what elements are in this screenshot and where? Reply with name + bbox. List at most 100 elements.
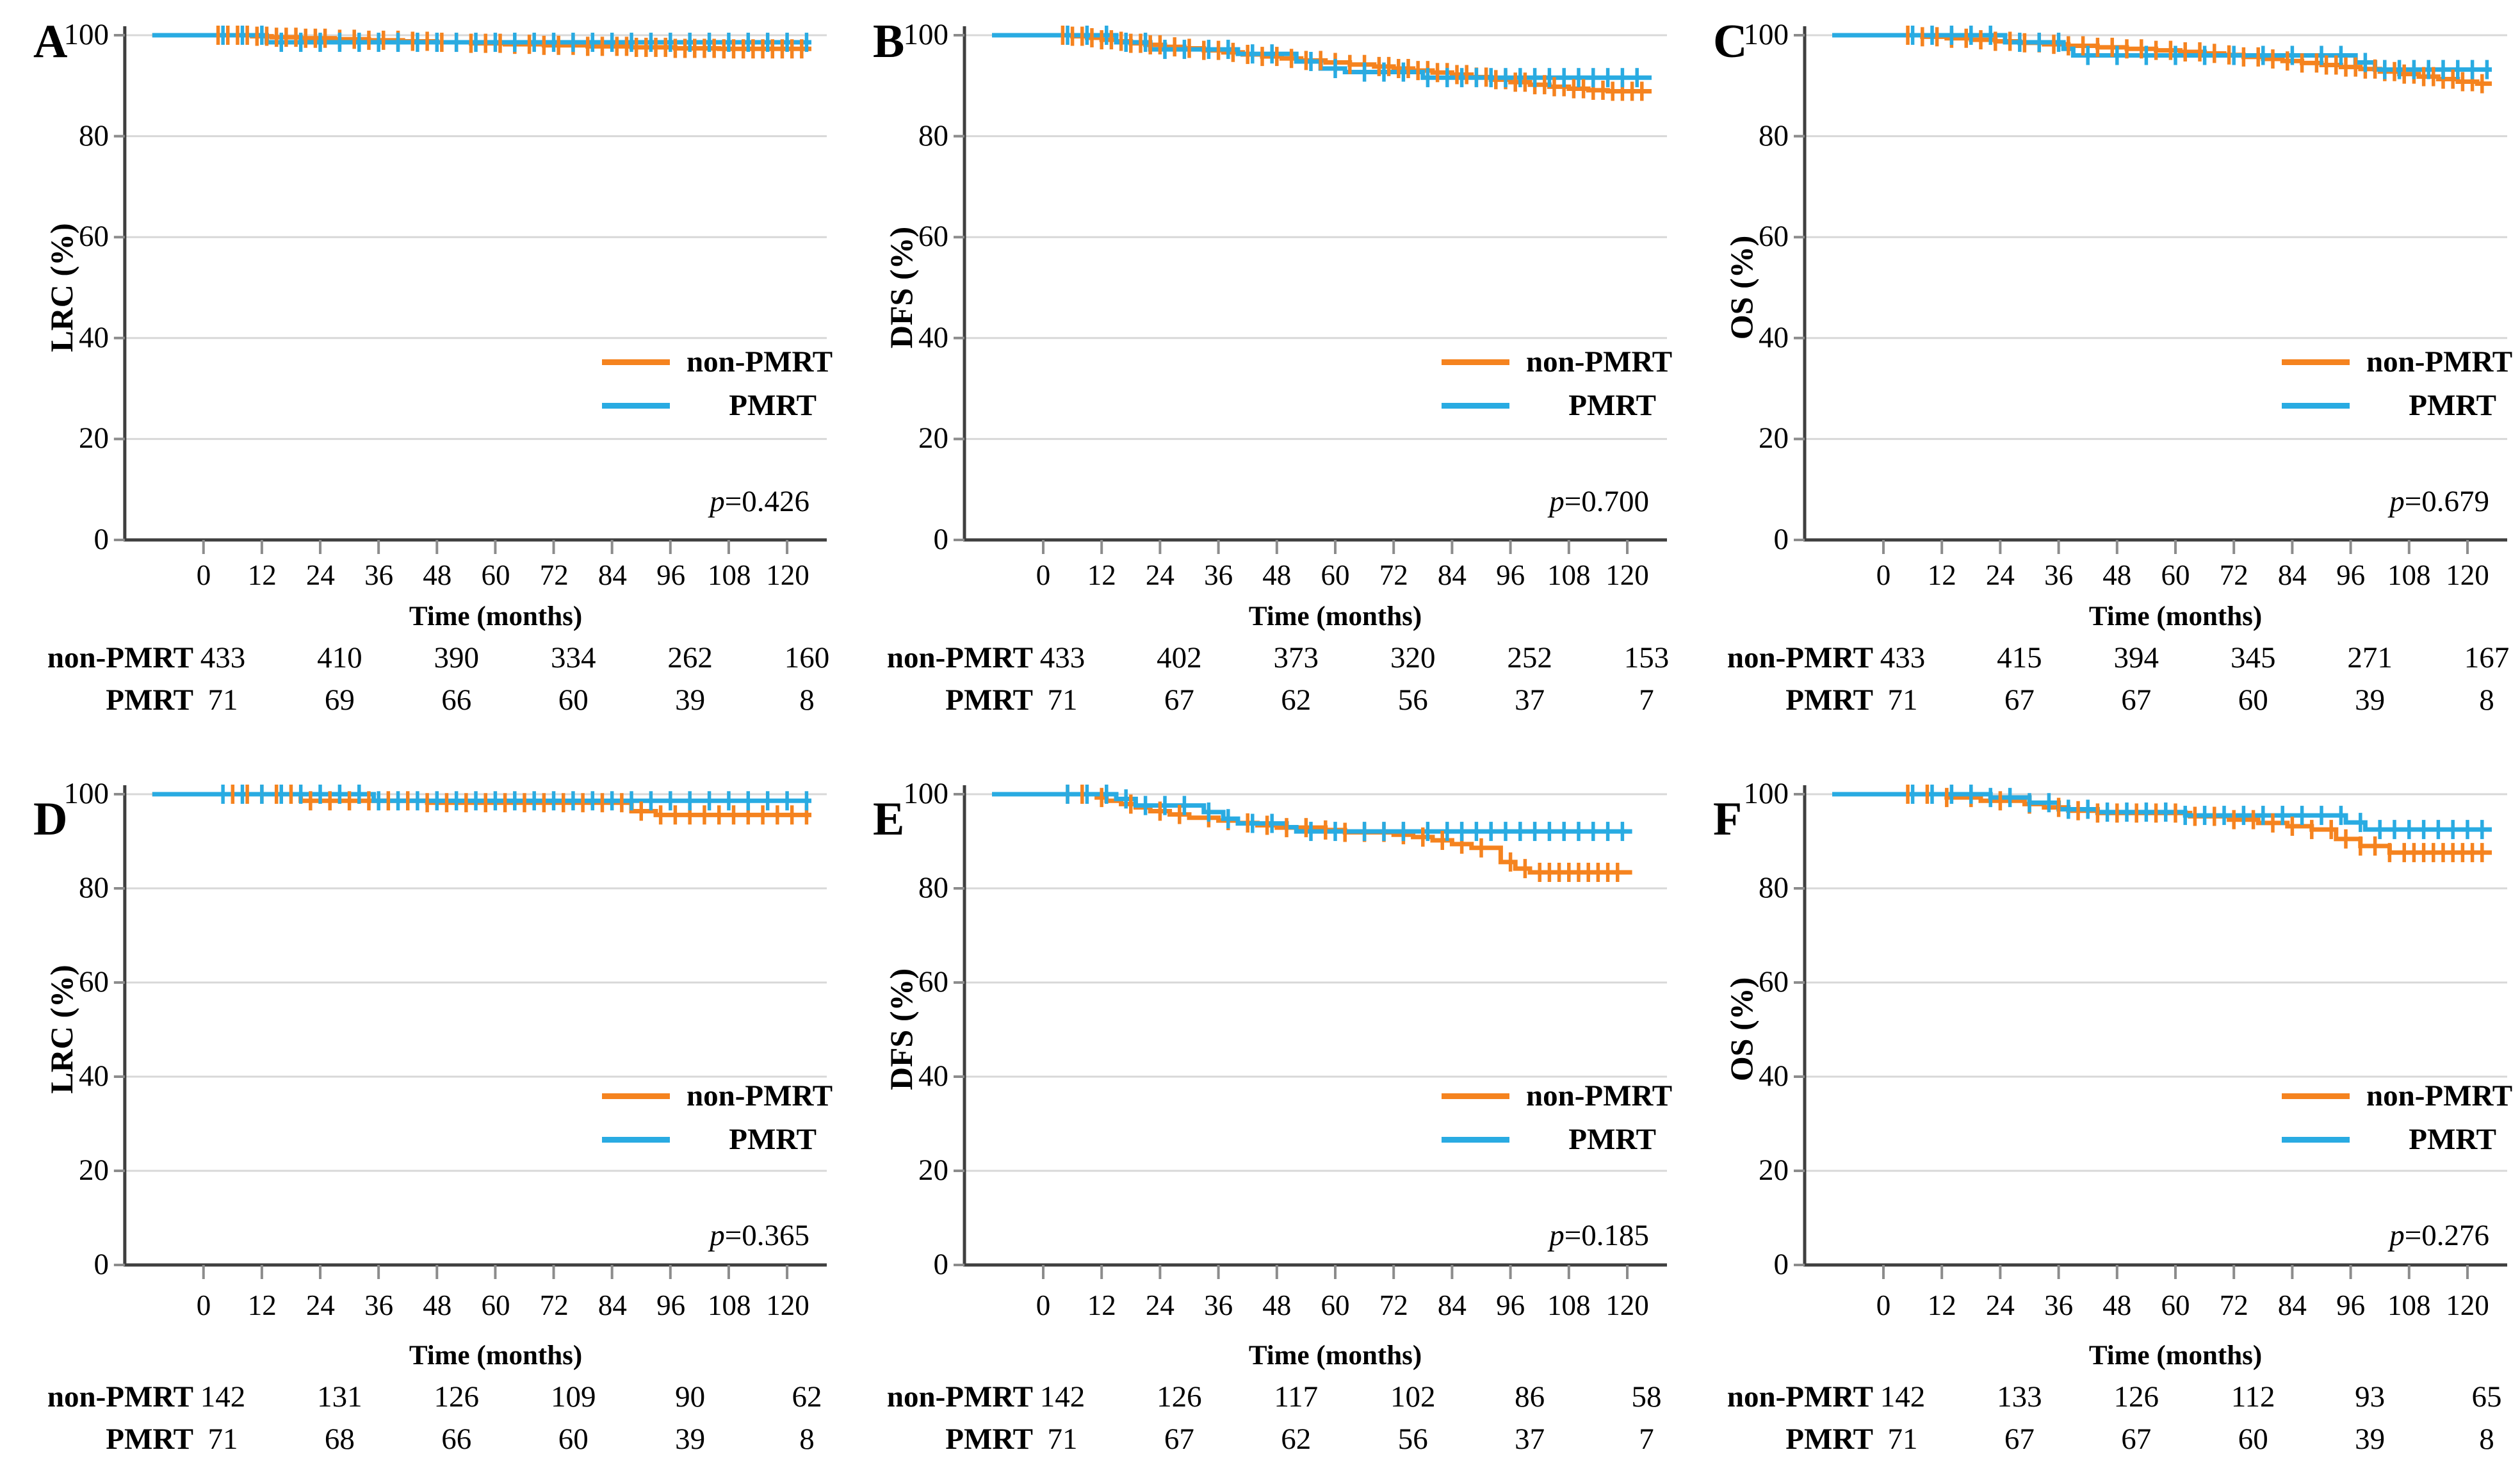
panel-C: C OS (%) non-PMRT PMRT p=0.679 Time (mon…	[1680, 0, 2520, 734]
x-tick-label: 24	[1145, 1289, 1175, 1321]
x-tick-label: 0	[196, 1289, 211, 1321]
x-tick-label: 12	[1927, 559, 1956, 591]
x-tick-label: 48	[2102, 1289, 2132, 1321]
risk-count-non-pmrt: 62	[792, 1380, 822, 1414]
risk-count-non-pmrt: 433	[1880, 641, 1926, 674]
legend-label: PMRT	[1568, 389, 1656, 422]
risk-count-pmrt: 66	[441, 683, 472, 717]
x-axis-label: Time (months)	[409, 601, 583, 632]
y-tick-label: 20	[918, 421, 948, 455]
x-tick-label: 84	[597, 1289, 627, 1321]
x-tick-label: 48	[423, 1289, 452, 1321]
x-tick-label: 108	[2387, 559, 2431, 591]
x-tick-label: 108	[708, 559, 751, 591]
x-tick-label: 120	[2446, 1289, 2489, 1321]
risk-count-pmrt: 67	[2121, 683, 2152, 717]
x-tick-label: 120	[766, 1289, 809, 1321]
panel-B: B DFS (%) non-PMRT PMRT p=0.700 Time (mo…	[840, 0, 1680, 734]
x-tick-label: 108	[1547, 559, 1591, 591]
x-tick-label: 108	[1547, 1289, 1591, 1321]
x-tick-label: 60	[2161, 1289, 2190, 1321]
risk-row-label-non-pmrt: non-PMRT	[1727, 641, 1873, 674]
y-tick-label: 20	[79, 421, 109, 455]
risk-count-non-pmrt: 126	[2113, 1380, 2159, 1414]
survival-plot-D	[113, 785, 827, 1279]
x-tick-label: 96	[656, 559, 686, 591]
x-tick-label: 36	[364, 559, 394, 591]
y-tick-label: 0	[93, 1248, 110, 1281]
panel-letter: D	[33, 793, 68, 845]
x-tick-label: 0	[1876, 559, 1891, 591]
risk-count-non-pmrt: 90	[675, 1380, 706, 1414]
risk-count-non-pmrt: 112	[2231, 1380, 2275, 1414]
y-tick-label: 40	[918, 1059, 948, 1093]
survival-plot-F	[1794, 785, 2507, 1279]
y-tick-label: 100	[63, 18, 110, 51]
risk-row-label-non-pmrt: non-PMRT	[1727, 1380, 1873, 1414]
risk-row-label-pmrt: PMRT	[945, 683, 1033, 717]
risk-count-non-pmrt: 142	[1880, 1380, 1926, 1414]
x-tick-label: 72	[1379, 1289, 1408, 1321]
x-tick-label: 24	[1985, 559, 2015, 591]
risk-row-label-pmrt: PMRT	[1785, 683, 1873, 717]
y-tick-label: 20	[918, 1154, 948, 1187]
risk-count-non-pmrt: 102	[1390, 1380, 1436, 1414]
legend-label: non-PMRT	[1526, 1079, 1673, 1113]
legend-label: non-PMRT	[687, 345, 833, 379]
x-axis-label: Time (months)	[2088, 601, 2263, 632]
risk-count-non-pmrt: 320	[1390, 641, 1436, 674]
risk-row-label-pmrt: PMRT	[1785, 1423, 1873, 1456]
x-tick-label: 24	[1145, 559, 1175, 591]
risk-count-non-pmrt: 252	[1507, 641, 1552, 674]
x-axis-label: Time (months)	[409, 1341, 583, 1371]
risk-count-pmrt: 8	[799, 1423, 815, 1456]
risk-count-pmrt: 69	[324, 683, 355, 717]
legend-label: non-PMRT	[2366, 345, 2513, 379]
y-tick-label: 40	[79, 320, 109, 354]
risk-count-pmrt: 39	[675, 683, 706, 717]
risk-count-non-pmrt: 433	[1039, 641, 1085, 674]
x-tick-label: 12	[247, 559, 277, 591]
panel-letter: F	[1713, 793, 1743, 845]
risk-count-pmrt: 68	[324, 1423, 355, 1456]
x-tick-label: 12	[1087, 559, 1116, 591]
p-value: p=0.679	[2389, 485, 2489, 518]
risk-count-pmrt: 71	[207, 683, 238, 717]
x-tick-label: 120	[766, 559, 809, 591]
x-tick-label: 36	[2044, 559, 2074, 591]
pmrt-line-swatch	[602, 403, 670, 409]
risk-count-non-pmrt: 109	[550, 1380, 596, 1414]
panel-letter: C	[1713, 15, 1748, 68]
x-tick-label: 24	[305, 559, 335, 591]
x-tick-label: 120	[2446, 559, 2489, 591]
risk-count-non-pmrt: 142	[200, 1380, 246, 1414]
non-pmrt-line-swatch	[602, 1093, 670, 1099]
risk-count-non-pmrt: 58	[1631, 1380, 1662, 1414]
legend-item-pmrt: PMRT	[2282, 391, 2496, 421]
x-tick-label: 36	[1204, 1289, 1233, 1321]
y-tick-label: 20	[1759, 1154, 1789, 1187]
x-tick-label: 12	[247, 1289, 277, 1321]
legend-item-pmrt: PMRT	[1442, 391, 1656, 421]
x-tick-label: 36	[364, 1289, 394, 1321]
y-tick-label: 40	[1759, 320, 1789, 354]
legend-label: PMRT	[729, 389, 817, 422]
risk-count-non-pmrt: 65	[2471, 1380, 2502, 1414]
y-tick-label: 100	[903, 777, 949, 810]
legend-label: PMRT	[2409, 389, 2496, 422]
x-tick-label: 84	[1437, 1289, 1467, 1321]
risk-count-pmrt: 56	[1397, 1423, 1428, 1456]
legend-item-pmrt: PMRT	[602, 391, 817, 421]
risk-count-pmrt: 8	[799, 683, 815, 717]
risk-count-non-pmrt: 390	[434, 641, 480, 674]
p-value: p=0.426	[710, 485, 809, 518]
x-tick-label: 36	[2044, 1289, 2074, 1321]
x-tick-label: 84	[2277, 1289, 2307, 1321]
legend-item-non-pmrt: non-PMRT	[1442, 1081, 1672, 1111]
x-tick-label: 96	[2336, 1289, 2366, 1321]
legend-item-non-pmrt: non-PMRT	[602, 1081, 833, 1111]
survival-plot-B	[954, 26, 1667, 554]
pmrt-line-swatch	[2282, 1137, 2350, 1143]
risk-count-pmrt: 66	[441, 1423, 472, 1456]
